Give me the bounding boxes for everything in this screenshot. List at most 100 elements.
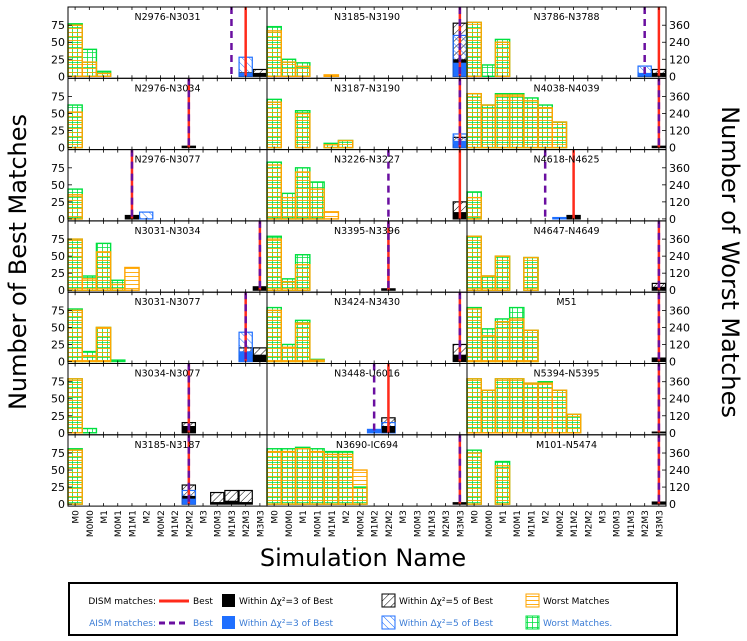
y-tick-label-right: 240 [669,464,690,477]
aism-within3-bar [638,72,652,77]
panel-title: N3395-N3396 [334,226,400,237]
dism-worst-bar [466,378,482,434]
x-tick-label: M1M2 [171,510,181,537]
panel-title: N4038-N4039 [534,83,600,94]
y-tick-label-right: 360 [669,376,690,389]
y-tick-label: 50 [51,393,65,406]
dism-worst-bar [266,30,282,77]
x-tick-label: M2M2 [185,510,195,537]
dism-worst-bar [266,238,282,291]
panel-title: N3786-N3788 [534,12,600,23]
dism-worst-bar [294,263,311,291]
dism-worst-bar [67,111,83,149]
y-tick-label: 50 [51,464,65,477]
dism-worst-bar [523,382,539,434]
dism-worst-bar [551,121,568,149]
panel-frame [466,434,667,507]
dism-worst-bar [466,452,482,505]
dism-worst-bar [337,453,354,505]
dism-within3-bar [239,502,253,505]
panel-title: N3185-N3187 [135,440,201,451]
panel: N3031-N3077 0 25 50 75 [51,291,268,369]
x-tick-label: M0M1 [314,510,324,537]
dism-worst-bar [466,308,482,363]
legend-dism-within3: Within Δχ²=3 of Best [239,597,334,607]
legend-aism-within3: Within Δχ²=3 of Best [239,619,334,629]
x-tick-label: M1M2 [570,510,580,537]
y-tick-label-right: 120 [669,481,690,494]
dism-worst-bar [294,448,311,505]
dism-within3-bar [224,500,239,505]
legend-dism-worst-swatch [525,593,540,608]
y-tick-label: 50 [51,108,65,121]
dism-worst-bar [81,278,98,291]
dism-worst-bar [280,450,297,505]
dism-worst-bar [67,378,83,434]
dism-worst-bar [323,453,340,505]
x-tick-label: M1 [499,510,509,523]
y-tick-label: 0 [58,356,65,369]
y-tick-label-right: 0 [669,213,676,226]
y-tick-label-right: 0 [669,284,676,297]
x-tick-label: M1 [299,510,309,523]
y-tick-label-right: 120 [669,125,690,138]
y-tick-label: 50 [51,36,65,49]
legend-dism-label: DISM matches: [88,597,156,607]
panel: N4647-N4649 0 120 240 360 [466,220,690,297]
panel-title: N2976-N3031 [135,12,201,23]
panel-title: N3185-N3190 [334,12,400,23]
dism-worst-bar [124,266,140,291]
panel-title: N3031-N3034 [135,226,201,237]
dism-worst-bar [523,256,539,291]
x-tick-label: M2 [143,510,153,523]
legend-aism-within5: Within Δχ²=5 of Best [399,619,494,629]
legend-dism-best: Best [193,597,213,607]
y-tick-label-right: 360 [669,162,690,175]
panel-title: N2976-N3034 [135,83,201,94]
dism-worst-bar [480,389,497,434]
panel-title: N3424-N3430 [334,297,400,308]
x-tick-label: M1M1 [328,510,338,537]
y-tick-label: 0 [58,213,65,226]
panel-grid: N2976-N3031 0 25 50 75 N2976-N3034 0 25 50 75 N297… [51,6,690,511]
dism-worst-bar [565,413,582,434]
x-tick-label: M1M3 [627,510,637,537]
dism-worst-bar [280,346,297,363]
panel: N4618-N4625 0 120 240 360 [466,149,690,226]
dism-worst-bar [523,100,539,149]
aism-within3-bar [367,429,381,433]
dism-worst-bar [523,329,539,363]
dism-worst-bar [294,65,311,77]
panel: N3226-N3227 [266,149,468,222]
y-tick-label: 25 [51,481,65,494]
y-tick-label: 75 [51,19,65,32]
panel-title: N2976-N3077 [135,155,201,166]
dism-within3-bar [253,72,267,77]
dism-worst-bar [494,321,511,363]
y-tick-label-right: 120 [669,410,690,423]
panel-title: N4647-N4649 [534,226,600,237]
dism-within3-bar [253,354,267,362]
dism-worst-bar [508,318,525,363]
x-tick-label: M3M3 [256,510,266,537]
legend-aism-within3-swatch [222,616,235,629]
y-tick-label-right: 360 [669,19,690,32]
panel: N3448-U6016 [266,363,468,436]
y-tick-label-right: 360 [669,233,690,246]
aism-worst-bar [480,64,497,78]
x-tick-label: M1M1 [527,510,537,537]
y-tick-label: 0 [58,142,65,155]
dism-worst-bar [537,107,553,149]
y-tick-label-right: 240 [669,108,690,121]
y-tick-label: 50 [51,179,65,192]
dism-worst-bar [67,194,83,220]
dism-worst-bar [294,322,311,363]
y-tick-label: 25 [51,125,65,138]
y-tick-label: 75 [51,447,65,460]
y-tick-label: 75 [51,376,65,389]
y-axis-label-left: Number of Best Matches [4,114,32,410]
dism-worst-bar [67,238,83,291]
dism-worst-bar [494,465,511,505]
panel-title: N4618-N4625 [534,155,600,166]
x-tick-label: M2M3 [641,510,651,537]
